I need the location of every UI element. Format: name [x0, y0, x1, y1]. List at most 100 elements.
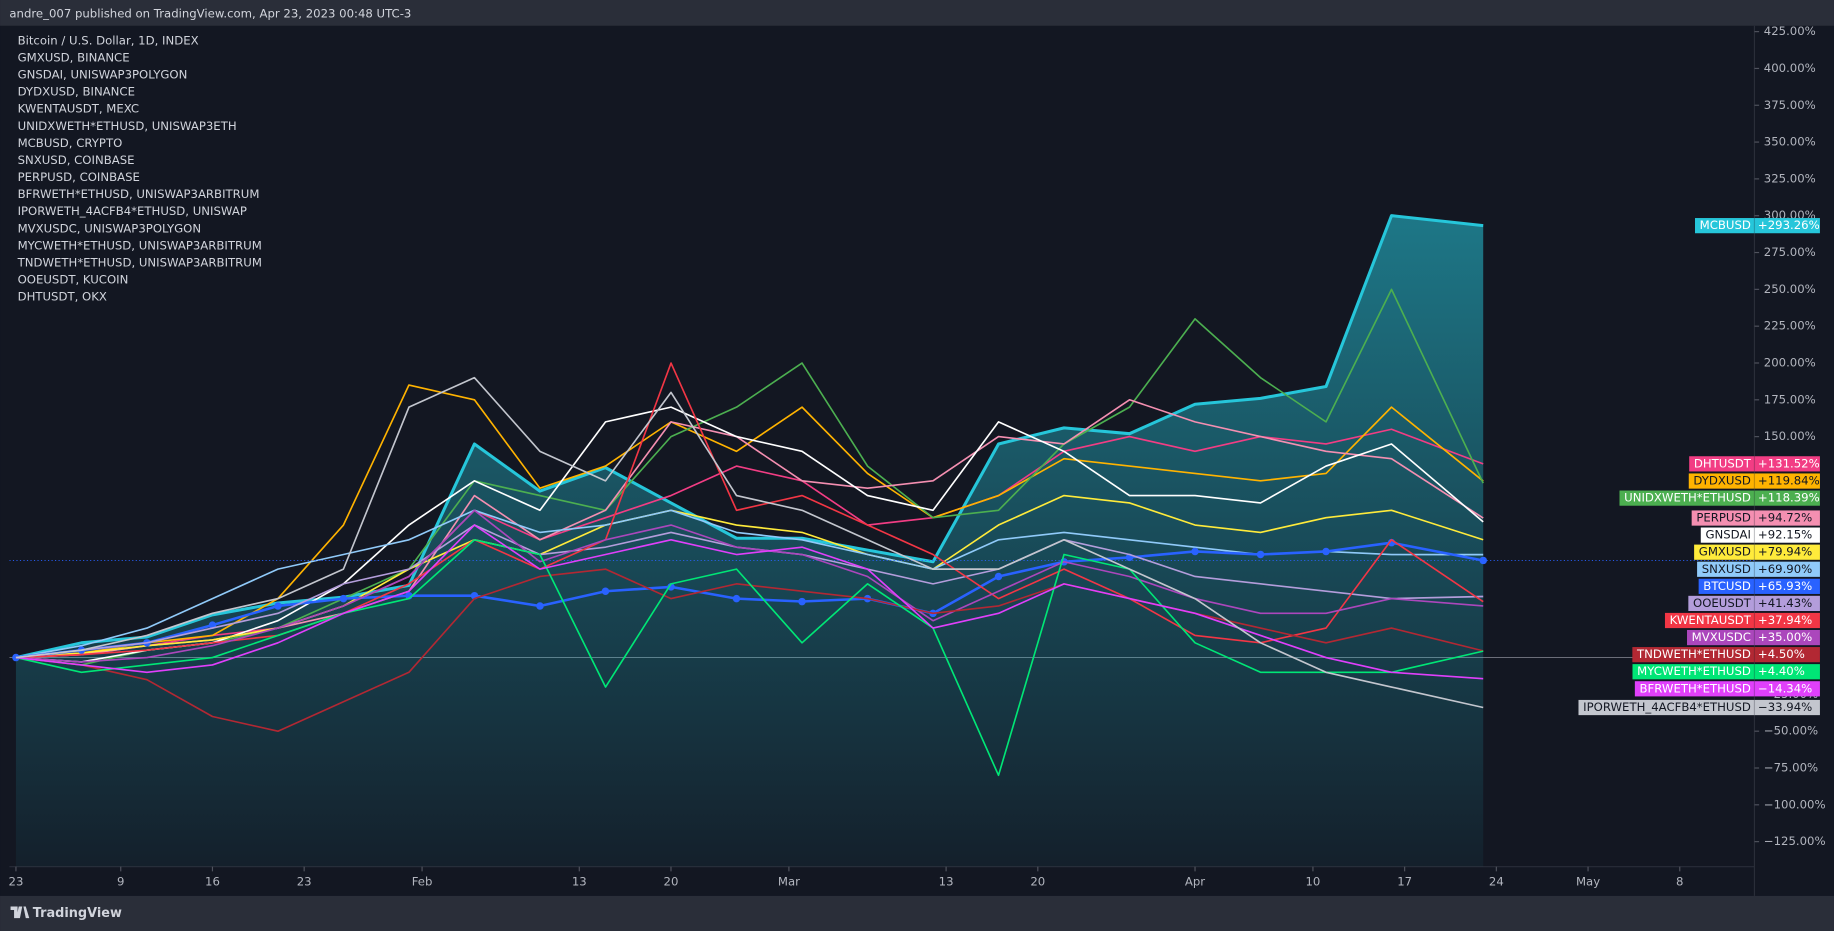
x-tick-label: 24 — [1489, 874, 1504, 888]
series-line — [15, 214, 1484, 660]
series-marker — [274, 602, 282, 610]
badge-name: UNIDXWETH*ETHUSD — [1624, 491, 1751, 505]
badge-value: +94.72% — [1758, 511, 1812, 525]
legend-entry: DYDXUSD, BINANCE — [18, 85, 135, 99]
badge-name: KWENTAUSDT — [1670, 613, 1752, 627]
y-tick-label: 250.00% — [1764, 282, 1816, 296]
x-tick-label: 23 — [9, 874, 24, 888]
y-tick-label: 225.00% — [1764, 319, 1816, 333]
series-line — [15, 428, 1484, 659]
legend-entry: SNXUSD, COINBASE — [18, 153, 135, 167]
legend-entry: PERPUSD, COINBASE — [18, 170, 140, 184]
series-line — [15, 406, 1484, 663]
legend-entry: GMXUSD, BINANCE — [18, 51, 130, 65]
y-tick-label: −75.00% — [1764, 760, 1818, 774]
legend-entry: GNSDAI, UNISWAP3POLYGON — [18, 68, 188, 82]
last-value-badge: MCBUSD +293.26% — [1694, 218, 1820, 234]
series-marker — [1191, 547, 1199, 556]
badge-name: MCBUSD — [1700, 218, 1751, 232]
legend-entry: IPORWETH_4ACFB4*ETHUSD, UNISWAP — [18, 204, 247, 218]
series-line — [15, 362, 1484, 659]
series-marker — [536, 602, 544, 610]
legend-entry: OOEUSDT, KUCOIN — [18, 273, 129, 287]
x-tick-label: 13 — [572, 874, 587, 888]
badge-name: GNSDAI — [1705, 528, 1750, 542]
badge-value: −14.34% — [1758, 681, 1812, 695]
badge-name: BTCUSD — [1703, 579, 1751, 593]
last-value-badge: MYCWETH*ETHUSD +4.40% — [1632, 664, 1820, 680]
legend-entry: TNDWETH*ETHUSD, UNISWAP3ARBITRUM — [17, 255, 262, 269]
badge-bg — [1634, 681, 1820, 697]
badge-bg — [1694, 218, 1820, 234]
legend-entry: BFRWETH*ETHUSD, UNISWAP3ARBITRUM — [18, 187, 260, 201]
series-marker — [339, 594, 348, 603]
badge-value: +35.00% — [1758, 630, 1812, 644]
last-value-badge: DYDXUSD +119.84% — [1688, 473, 1820, 489]
series-line — [15, 494, 1484, 659]
badge-name: MVXUSDC — [1692, 630, 1751, 644]
series-line — [15, 376, 1484, 709]
badge-value: −33.94% — [1758, 700, 1812, 714]
badge-name: DHTUSDT — [1694, 456, 1752, 470]
badge-bg — [1687, 629, 1820, 646]
badge-name: BFRWETH*ETHUSD — [1640, 681, 1751, 695]
y-tick-label: 150.00% — [1764, 429, 1816, 443]
badge-value: +65.93% — [1758, 579, 1812, 593]
badge-name: SNXUSD — [1702, 562, 1751, 576]
badge-bg — [1688, 473, 1820, 489]
badge-value: +293.26% — [1758, 218, 1820, 232]
badge-name: MYCWETH*ETHUSD — [1637, 664, 1751, 678]
x-tick-label: May — [1576, 874, 1600, 888]
x-tick-label: 9 — [117, 874, 124, 888]
badge-value: +41.43% — [1758, 596, 1812, 610]
x-tick-label: 8 — [1676, 874, 1683, 888]
footer-bar — [0, 895, 1834, 931]
y-tick-label: 175.00% — [1764, 392, 1816, 406]
last-value-badge: IPORWETH_4ACFB4*ETHUSD −33.94% — [1578, 699, 1820, 716]
series-marker — [1479, 556, 1487, 565]
y-tick-label: 425.00% — [1764, 24, 1816, 38]
last-value-badge: KWENTAUSDT +37.94% — [1664, 612, 1820, 629]
badge-name: GMXUSD — [1699, 545, 1751, 559]
header-text: andre_007 published on TradingView.com, … — [9, 7, 411, 21]
y-tick-label: 200.00% — [1764, 355, 1816, 369]
badge-bg — [1698, 578, 1820, 594]
series-marker — [994, 572, 1003, 581]
series-line — [15, 538, 1484, 777]
series-marker — [732, 594, 741, 603]
legend-entry: MCBUSD, CRYPTO — [18, 136, 123, 150]
y-tick-label: 400.00% — [1764, 61, 1816, 75]
last-value-badge: GMXUSD +79.94% — [1694, 544, 1820, 560]
header-bar — [0, 0, 1834, 26]
last-value-badge: TNDWETH*ETHUSD +4.50% — [1632, 647, 1820, 663]
x-tick-label: 13 — [939, 874, 954, 888]
brand-logo — [10, 906, 30, 919]
series-marker — [1322, 547, 1330, 556]
badge-bg — [1694, 544, 1820, 560]
brand-text: TradingView — [33, 906, 122, 921]
legend-entry: MVXUSDC, UNISWAP3POLYGON — [18, 221, 202, 235]
last-value-badge: SNXUSD +69.90% — [1697, 561, 1820, 577]
badge-value: +4.50% — [1758, 647, 1805, 661]
badge-name: PERPUSD — [1696, 511, 1751, 525]
legend-entry: UNIDXWETH*ETHUSD, UNISWAP3ETH — [18, 119, 237, 133]
badge-bg — [1578, 699, 1820, 716]
plot-area — [9, 214, 1755, 867]
badge-name: DYDXUSD — [1693, 474, 1750, 488]
x-tick-label: 17 — [1397, 874, 1412, 888]
last-value-badge: PERPUSD +94.72% — [1691, 510, 1820, 526]
x-tick-label: 23 — [297, 874, 312, 888]
x-tick-label: 20 — [664, 874, 679, 888]
x-tick-label: 10 — [1305, 874, 1320, 888]
series-marker — [601, 587, 610, 596]
y-tick-label: 350.00% — [1764, 135, 1816, 149]
series-marker — [1256, 550, 1265, 559]
series-line — [15, 524, 1484, 680]
x-tick-label: 16 — [205, 874, 220, 888]
legend-entry: MYCWETH*ETHUSD, UNISWAP3ARBITRUM — [18, 238, 262, 252]
badge-bg — [1688, 595, 1820, 612]
y-tick-label: −125.00% — [1764, 834, 1826, 848]
last-value-badge: GNSDAI +92.15% — [1700, 527, 1820, 543]
